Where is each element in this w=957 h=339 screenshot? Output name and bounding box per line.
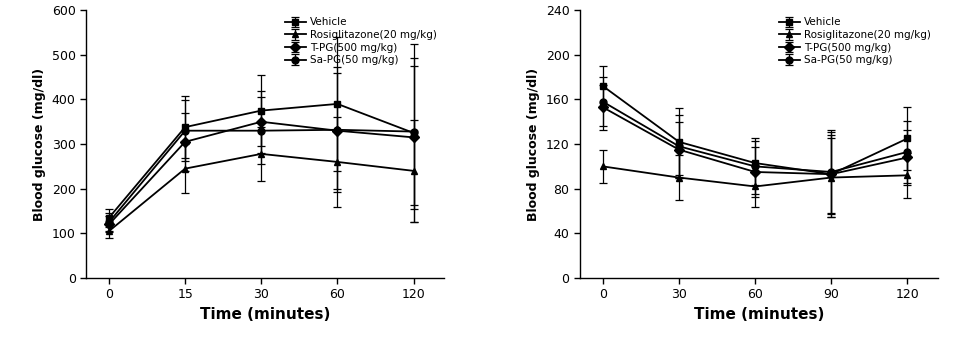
- Legend: Vehicle, Rosiglitazone(20 mg/kg), T-PG(500 mg/kg), Sa-PG(50 mg/kg): Vehicle, Rosiglitazone(20 mg/kg), T-PG(5…: [777, 15, 933, 67]
- Y-axis label: Blood glucose (mg/dl): Blood glucose (mg/dl): [527, 67, 540, 221]
- X-axis label: Time (minutes): Time (minutes): [694, 307, 824, 322]
- Legend: Vehicle, Rosiglitazone(20 mg/kg), T-PG(500 mg/kg), Sa-PG(50 mg/kg): Vehicle, Rosiglitazone(20 mg/kg), T-PG(5…: [282, 15, 439, 67]
- Y-axis label: Blood glucose (mg/dl): Blood glucose (mg/dl): [33, 67, 46, 221]
- X-axis label: Time (minutes): Time (minutes): [200, 307, 330, 322]
